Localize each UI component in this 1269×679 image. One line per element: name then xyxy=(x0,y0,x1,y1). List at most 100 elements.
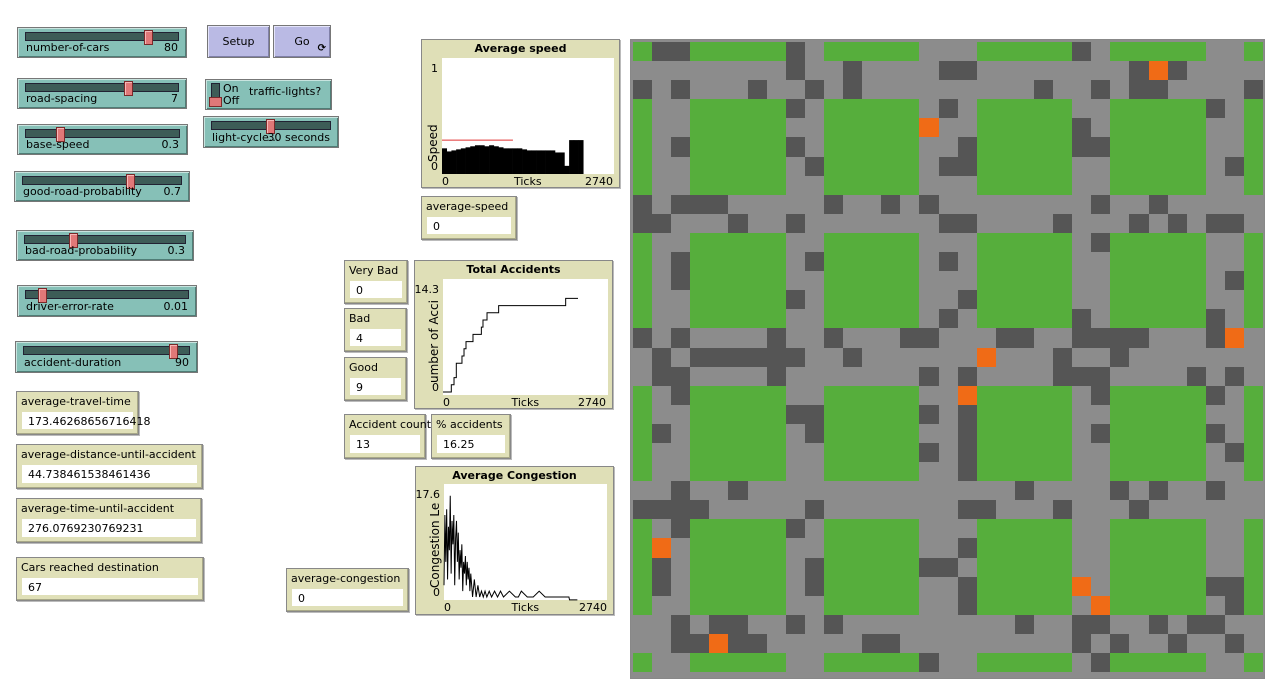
grass-patch xyxy=(767,42,786,61)
slider-track[interactable] xyxy=(23,346,190,355)
car[interactable] xyxy=(652,538,671,557)
slider-thumb[interactable] xyxy=(144,30,153,45)
go-button[interactable]: Go⟳ xyxy=(273,25,331,58)
slider-bad-road-probability[interactable]: bad-road-probability 0.3 xyxy=(16,230,194,261)
grass-patch xyxy=(1244,137,1263,156)
grass-patch xyxy=(977,118,996,137)
road-patch xyxy=(1187,195,1206,214)
grass-patch xyxy=(1129,519,1148,538)
grass-patch xyxy=(690,118,709,137)
grass-patch xyxy=(1244,99,1263,118)
slider-track[interactable] xyxy=(25,32,179,41)
grass-patch xyxy=(1015,462,1034,481)
grass-patch xyxy=(1015,157,1034,176)
road-patch xyxy=(996,634,1015,653)
setup-button[interactable]: Setup xyxy=(207,25,270,58)
grass-patch xyxy=(843,538,862,557)
bad-road-patch xyxy=(709,348,728,367)
y-axis-label: Speed xyxy=(426,66,440,162)
grass-patch xyxy=(1015,118,1034,137)
grass-patch xyxy=(1244,653,1263,672)
road-patch xyxy=(1206,61,1225,80)
grass-patch xyxy=(709,519,728,538)
road-patch xyxy=(1206,80,1225,99)
slider-track[interactable] xyxy=(24,235,186,244)
grass-patch xyxy=(1129,137,1148,156)
car[interactable] xyxy=(1072,577,1091,596)
road-patch xyxy=(1225,195,1244,214)
bad-road-patch xyxy=(652,577,671,596)
plot-canvas xyxy=(422,40,621,189)
grass-patch xyxy=(900,443,919,462)
slider-light-cycle[interactable]: light-cycle... 30 seconds xyxy=(203,116,339,148)
grass-patch xyxy=(881,118,900,137)
road-patch xyxy=(1091,538,1110,557)
bad-road-patch xyxy=(919,367,938,386)
grass-patch xyxy=(1244,386,1263,405)
slider-driver-error-rate[interactable]: driver-error-rate 0.01 xyxy=(17,285,197,317)
grass-patch xyxy=(1053,405,1072,424)
road-patch xyxy=(919,214,938,233)
slider-track[interactable] xyxy=(22,176,182,185)
plot-average-speed: Average speed 1 0 0 Ticks 2740 Speed xyxy=(421,39,620,188)
car[interactable] xyxy=(709,634,728,653)
car[interactable] xyxy=(1149,61,1168,80)
grass-patch xyxy=(1168,596,1187,615)
slider-track[interactable] xyxy=(25,129,180,138)
grass-patch xyxy=(633,42,652,61)
road-patch xyxy=(862,328,881,347)
road-patch xyxy=(977,367,996,386)
road-patch xyxy=(919,462,938,481)
road-patch xyxy=(843,634,862,653)
slider-road-spacing[interactable]: road-spacing 7 xyxy=(17,78,187,109)
grass-patch xyxy=(996,42,1015,61)
grass-patch xyxy=(633,519,652,538)
grass-patch xyxy=(728,99,747,118)
x-min-label: 0 xyxy=(443,396,450,409)
slider-accident-duration[interactable]: accident-duration 90 xyxy=(15,341,198,373)
car[interactable] xyxy=(977,348,996,367)
road-patch xyxy=(996,80,1015,99)
grass-patch xyxy=(1244,577,1263,596)
bad-road-patch xyxy=(786,348,805,367)
car[interactable] xyxy=(958,386,977,405)
grass-patch xyxy=(1129,558,1148,577)
road-patch xyxy=(996,61,1015,80)
road-patch xyxy=(1225,481,1244,500)
slider-track[interactable] xyxy=(25,290,189,299)
slider-track[interactable] xyxy=(211,121,331,130)
car[interactable] xyxy=(1091,596,1110,615)
grass-patch xyxy=(633,405,652,424)
grass-patch xyxy=(1034,157,1053,176)
slider-label: road-spacing xyxy=(26,92,97,105)
road-patch xyxy=(939,615,958,634)
car[interactable] xyxy=(919,118,938,137)
grass-patch xyxy=(709,233,728,252)
road-patch xyxy=(919,615,938,634)
slider-track[interactable] xyxy=(25,83,179,92)
car[interactable] xyxy=(1225,328,1244,347)
grass-patch xyxy=(1187,577,1206,596)
bad-road-patch xyxy=(919,558,938,577)
grass-patch xyxy=(728,157,747,176)
speed-bar xyxy=(508,148,513,174)
slider-base-speed[interactable]: base-speed 0.3 xyxy=(17,124,188,155)
grass-patch xyxy=(748,577,767,596)
grass-patch xyxy=(843,233,862,252)
road-patch xyxy=(786,157,805,176)
slider-number-of-cars[interactable]: number-of-cars 80 xyxy=(17,27,187,58)
bad-road-patch xyxy=(1091,367,1110,386)
traffic-lights-switch[interactable]: On Off traffic-lights? xyxy=(205,79,332,110)
bad-road-patch xyxy=(1149,481,1168,500)
switch-knob[interactable] xyxy=(209,97,222,107)
slider-thumb[interactable] xyxy=(124,81,133,96)
grass-patch xyxy=(1168,137,1187,156)
grass-patch xyxy=(824,462,843,481)
grass-patch xyxy=(690,405,709,424)
world-view[interactable] xyxy=(630,39,1265,679)
grass-patch xyxy=(1110,157,1129,176)
grass-patch xyxy=(1244,118,1263,137)
road-patch xyxy=(1225,309,1244,328)
slider-good-road-probability[interactable]: good-road-probability 0.7 xyxy=(14,171,190,202)
